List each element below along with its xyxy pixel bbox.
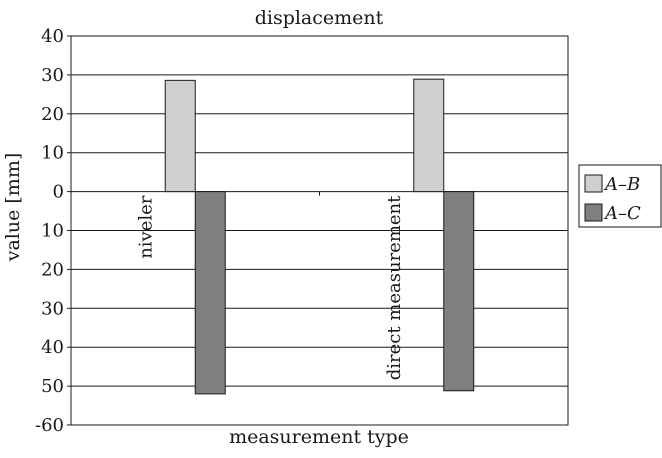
grid-layer: 40 30 20 10 0 10 20 30 40 50 -60: [35, 26, 569, 436]
bars-layer: [164, 78, 475, 395]
y-tick-label: 20: [41, 259, 64, 280]
plot-frame: [70, 35, 569, 426]
legend-label: A–C: [603, 203, 641, 224]
y-tick-label: 40: [41, 26, 64, 47]
category-labels: niveler direct measurement: [135, 195, 405, 380]
legend-label: A–B: [603, 174, 640, 195]
bar-a-c: [194, 191, 226, 395]
category-label: direct measurement: [384, 195, 405, 380]
bar-a-b: [413, 78, 445, 193]
y-tick-label: -60: [35, 415, 64, 436]
legend-swatch: [584, 174, 603, 193]
y-tick-label: 20: [41, 104, 64, 125]
y-tick-label: 0: [53, 182, 64, 203]
y-tick-label: 10: [41, 143, 64, 164]
y-tick-label: 30: [41, 65, 64, 86]
y-tick-label: 50: [41, 376, 64, 397]
x-axis-label: measurement type: [229, 426, 409, 448]
chart-title: displacement: [255, 7, 384, 29]
y-tick-label: 30: [41, 298, 64, 319]
bar-a-c: [443, 191, 475, 392]
y-tick-label: 40: [41, 337, 64, 358]
legend-swatch: [584, 203, 603, 222]
y-tick-label: 10: [41, 221, 64, 242]
y-axis-label: value [mm]: [2, 153, 24, 263]
category-label: niveler: [135, 195, 156, 259]
bar-a-b: [164, 79, 196, 193]
legend: A–B A–C: [578, 164, 662, 228]
